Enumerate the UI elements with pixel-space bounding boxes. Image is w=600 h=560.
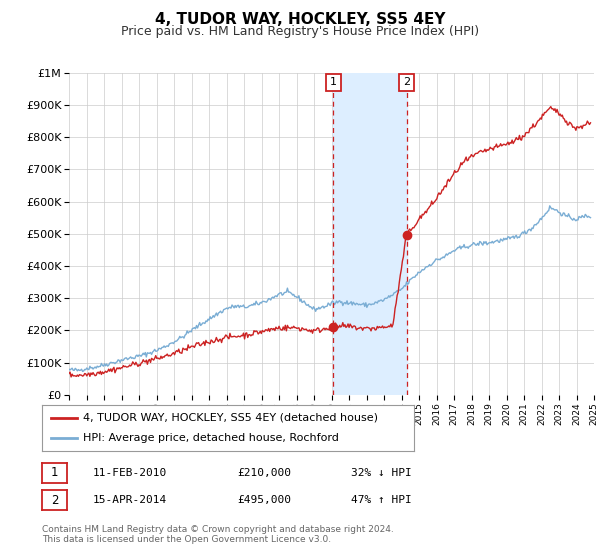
Text: 4, TUDOR WAY, HOCKLEY, SS5 4EY (detached house): 4, TUDOR WAY, HOCKLEY, SS5 4EY (detached… [83, 413, 378, 423]
Text: 2: 2 [51, 493, 58, 507]
Text: 32% ↓ HPI: 32% ↓ HPI [351, 468, 412, 478]
Text: HPI: Average price, detached house, Rochford: HPI: Average price, detached house, Roch… [83, 433, 339, 443]
Text: 47% ↑ HPI: 47% ↑ HPI [351, 495, 412, 505]
Text: Price paid vs. HM Land Registry's House Price Index (HPI): Price paid vs. HM Land Registry's House … [121, 25, 479, 38]
Text: 4, TUDOR WAY, HOCKLEY, SS5 4EY: 4, TUDOR WAY, HOCKLEY, SS5 4EY [155, 12, 445, 27]
Text: 15-APR-2014: 15-APR-2014 [93, 495, 167, 505]
Text: £210,000: £210,000 [237, 468, 291, 478]
Text: 1: 1 [330, 77, 337, 87]
Text: Contains HM Land Registry data © Crown copyright and database right 2024.
This d: Contains HM Land Registry data © Crown c… [42, 525, 394, 544]
Text: 11-FEB-2010: 11-FEB-2010 [93, 468, 167, 478]
Text: 1: 1 [51, 466, 58, 479]
Text: £495,000: £495,000 [237, 495, 291, 505]
Bar [334, 73, 407, 395]
Text: 2: 2 [403, 77, 410, 87]
